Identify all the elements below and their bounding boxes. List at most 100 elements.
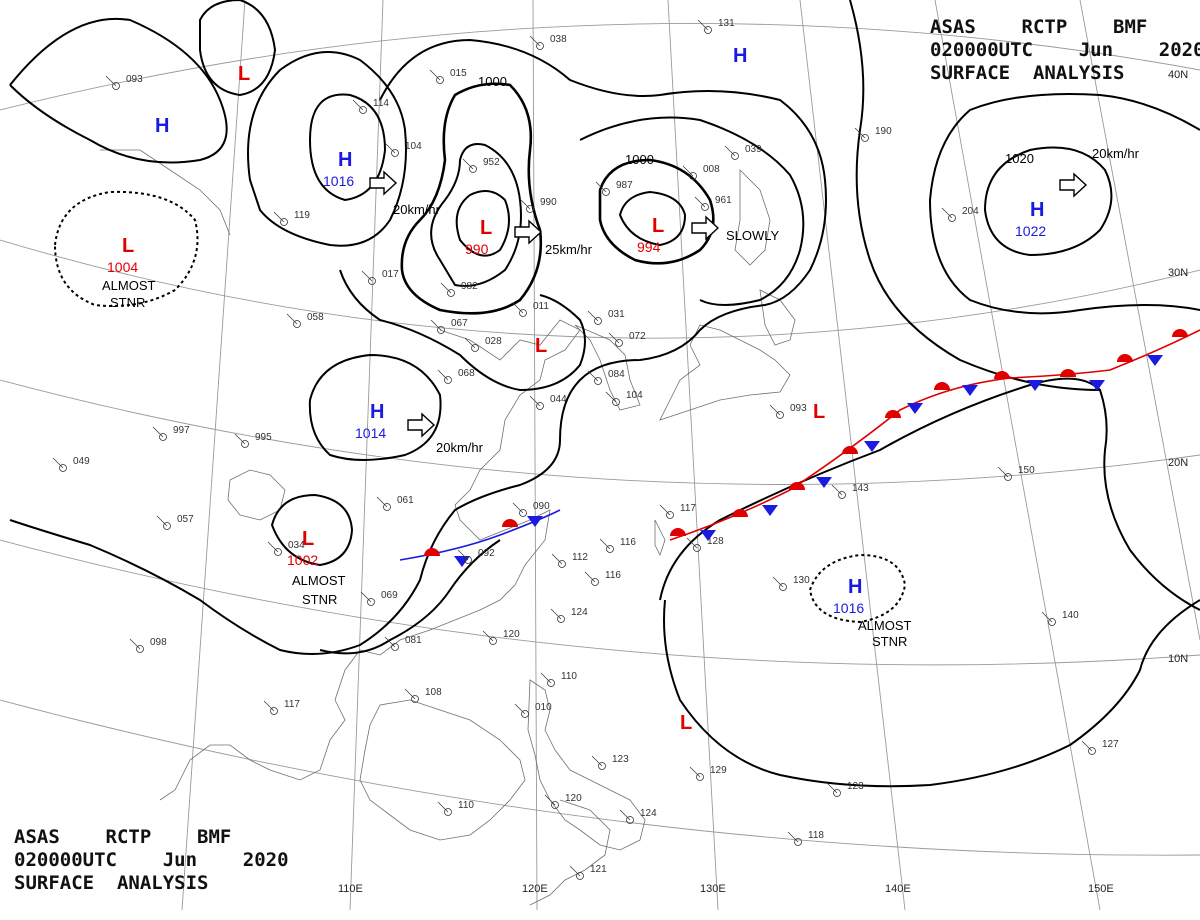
station-pressure-value: 069 [381,590,398,601]
low-pressure-center: L [535,335,547,357]
wind-barb [997,466,1009,478]
lat-label: 20N [1168,457,1188,469]
warm-front-semicircle [934,382,950,390]
low-pressure-center: L 1004 [107,235,138,275]
station-plot: 110 [437,800,474,816]
center-pressure: 1022 [1015,223,1046,239]
wind-barb [659,504,671,516]
front-line-east [669,329,1200,541]
station-pressure-value: 093 [790,403,807,414]
isobar-big-central [9,38,827,655]
station-circle [666,511,674,519]
wind-barb [584,571,596,583]
wind-barb [429,69,441,81]
station-circle [833,789,841,797]
motion-label: 25km/hr [545,242,593,257]
isobar-east-band [579,116,805,306]
station-pressure-value: 015 [450,68,467,79]
wind-barb [591,755,603,767]
station-circle [293,320,301,328]
isobar-almost-stnr-l1004 [53,190,199,307]
station-plot: 204 [941,206,979,222]
center-pressure: 1014 [355,425,386,441]
station-plot: 112 [551,552,588,568]
footer-line-3: SURFACE ANALYSIS [14,872,209,894]
station-plot: 049 [52,456,90,472]
wind-barb [457,549,469,561]
lon-label: 150E [1088,883,1114,895]
station-circle [861,134,869,142]
wind-barb [352,99,364,111]
station-circle [280,218,288,226]
wind-barb [551,553,563,565]
station-plot: 104 [384,141,422,157]
isobar-south-china-sea [319,539,501,655]
annotation-text: ALMOST [858,618,912,633]
station-plot: 057 [156,514,194,530]
station-plot: 124 [550,607,588,623]
station-circle [838,491,846,499]
station-circle [536,402,544,410]
station-plot: 011 [512,301,549,317]
motion-arrow [514,219,543,245]
station-pressure-value: 008 [703,164,720,175]
warm-front-semicircle [994,371,1010,379]
station-pressure-value: 130 [793,575,810,586]
warm-front-semicircle [424,548,440,556]
wind-barb [724,145,736,157]
wind-barb [234,433,246,445]
station-pressure-value: 072 [629,331,646,342]
station-pressure-value: 017 [382,269,399,280]
station-plot: 961 [694,195,732,211]
station-pressure-value: 028 [485,336,502,347]
wind-barb [156,515,168,527]
wind-barb [286,313,298,325]
station-circle [689,172,697,180]
station-plot: 124 [619,808,657,824]
station-plot: 143 [831,483,869,499]
station-pressure-value: 118 [808,830,824,841]
station-plot: 108 [404,687,442,703]
station-circle [1048,618,1056,626]
station-pressure-value: 034 [288,540,305,551]
station-plot: 028 [464,336,502,352]
station-pressure-value: 039 [745,144,762,155]
wind-barb [569,865,581,877]
station-plot: 098 [129,637,167,653]
warm-front-semicircle [1060,369,1076,377]
station-circle [536,42,544,50]
center-letter: L [302,528,314,550]
station-circle [615,339,623,347]
station-pressure-value: 117 [284,699,300,710]
annotation-text: STNR [302,592,337,607]
station-pressure-value: 131 [718,18,735,29]
wind-barb [550,608,562,620]
station-plot: 117 [263,699,300,715]
station-plot: 031 [587,309,625,325]
annotation-text: STNR [110,295,145,310]
motion-label: 20km/hr [436,440,484,455]
wind-barb [697,19,709,31]
station-pressure-value: 081 [405,635,422,646]
station-plot: 116 [599,537,636,553]
title-block-top: ASAS RCTP BMF 020000UTC Jun 2020 SURFACE A… [930,16,1200,85]
station-pressure-value: 049 [73,456,90,467]
station-circle [59,464,67,472]
wind-barb [769,404,781,416]
station-plot: 129 [689,765,727,781]
wind-barb [587,310,599,322]
title-line-1: ASAS RCTP BMF [930,16,1148,38]
low-pressure-center: L 990 [465,217,492,257]
warm-front-semicircle [789,482,805,490]
station-plot: 123 [826,781,864,797]
high-pressure-center: H 1016 [833,576,864,616]
cold-front-triangle [1089,380,1105,391]
motion-vectors: 20km/hr 25km/hr SLOWLY 20km/hr 20km/hr [369,146,1140,455]
center-letter: H [733,45,747,67]
station-plot: 015 [429,68,467,84]
station-circle [112,82,120,90]
wind-barb [529,395,541,407]
station-circle [693,544,701,552]
station-circle [241,440,249,448]
low-pressure-center: L [813,401,825,423]
